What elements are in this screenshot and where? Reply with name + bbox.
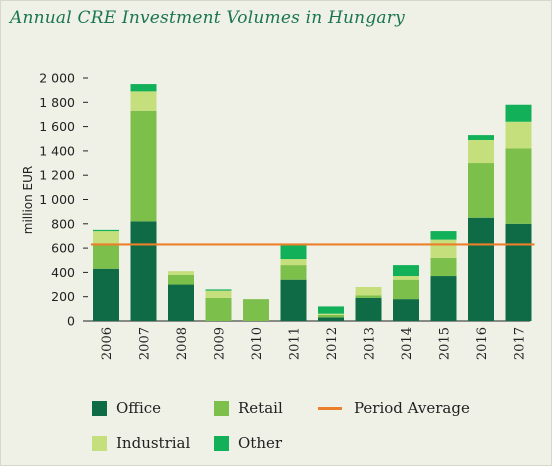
y-tick-label: 1 600 [39,119,75,134]
y-tick-label: 1 200 [39,168,75,183]
bar-segment-retail-2011 [280,265,307,280]
y-tick-label: 400 [51,265,75,280]
bar-segment-retail-2013 [355,295,382,298]
bar-segment-office-2008 [168,284,194,321]
bar-segment-retail-2014 [393,279,419,300]
bar-segment-industrial-2014 [393,276,419,280]
chart-title: Annual CRE Investment Volumes in Hungary [10,8,405,28]
bar-segment-other-2006 [93,229,119,232]
bar-segment-retail-2007 [130,110,157,222]
bar-segment-office-2012 [318,317,344,321]
bar-segment-industrial-2012 [318,313,344,315]
x-tick-label: 2007 [138,327,153,360]
bar-segment-other-2014 [393,265,419,277]
x-tick-label: 2013 [363,327,378,360]
x-tick-label: 2008 [175,327,190,360]
bars [93,84,532,321]
x-tick-label: 2010 [250,327,265,360]
bar-segment-other-2012 [318,306,344,314]
bar-segment-retail-2016 [468,163,494,218]
bar-segment-retail-2009 [205,297,232,321]
bar-segment-office-2011 [280,279,307,321]
bar-segment-industrial-2011 [280,259,307,266]
x-tick-label: 2009 [213,327,228,360]
y-axis-label: million EUR [21,166,35,235]
bar-segment-industrial-2007 [130,91,157,111]
y-tick-label: 0 [67,314,75,329]
bar-segment-retail-2012 [318,314,344,318]
bar-segment-retail-2017 [505,148,532,224]
bar-segment-other-2016 [468,135,494,140]
bar-segment-office-2006 [93,268,119,321]
bar-segment-other-2011 [280,244,307,260]
y-tick-label: 1 000 [39,192,75,207]
y-tick-label: 1 800 [39,95,75,110]
bar-segment-office-2016 [468,217,494,321]
bar-segment-other-2017 [505,104,532,122]
bar-segment-industrial-2013 [355,286,382,296]
x-tick-label: 2014 [400,327,415,360]
x-tick-label: 2011 [288,327,303,360]
y-tick-label: 2 000 [39,71,75,86]
bar-segment-retail-2015 [430,257,457,277]
bar-segment-office-2014 [393,299,419,321]
bar-segment-other-2007 [130,84,157,92]
bar-segment-industrial-2016 [468,139,494,164]
bar-segment-office-2013 [355,297,382,321]
bar-segment-industrial-2009 [205,290,232,298]
y-tick-label: 1 400 [39,143,75,158]
bar-segment-retail-2006 [93,244,119,269]
bar-segment-retail-2010 [243,299,269,321]
bar-segment-other-2015 [430,231,457,240]
x-tick-labels: 2006 2007 2008 2009 2010 2011 2012 2013 2014 2015… [100,327,528,360]
y-tick-label: 200 [51,289,75,304]
bar-segment-industrial-2017 [505,121,532,149]
x-tick-label: 2017 [513,327,528,360]
y-tick-label: 600 [51,241,75,256]
bar-segment-industrial-2015 [430,239,457,258]
x-tick-label: 2016 [475,327,490,360]
x-tick-label: 2012 [325,327,340,360]
bar-segment-industrial-2008 [168,271,194,275]
bar-segment-other-2009 [205,289,232,291]
x-tick-label: 2006 [100,327,115,360]
bar-segment-office-2017 [505,223,532,321]
bar-segment-industrial-2006 [93,231,119,245]
bar-segment-retail-2008 [168,274,194,285]
axes: 0 200 400 600 800 1 000 1 200 1 400 1 600 1 800 2 … [39,71,530,329]
bar-segment-office-2007 [130,221,157,321]
bar-segment-office-2015 [430,276,457,321]
y-tick-label: 800 [51,216,75,231]
x-tick-label: 2015 [438,327,453,360]
